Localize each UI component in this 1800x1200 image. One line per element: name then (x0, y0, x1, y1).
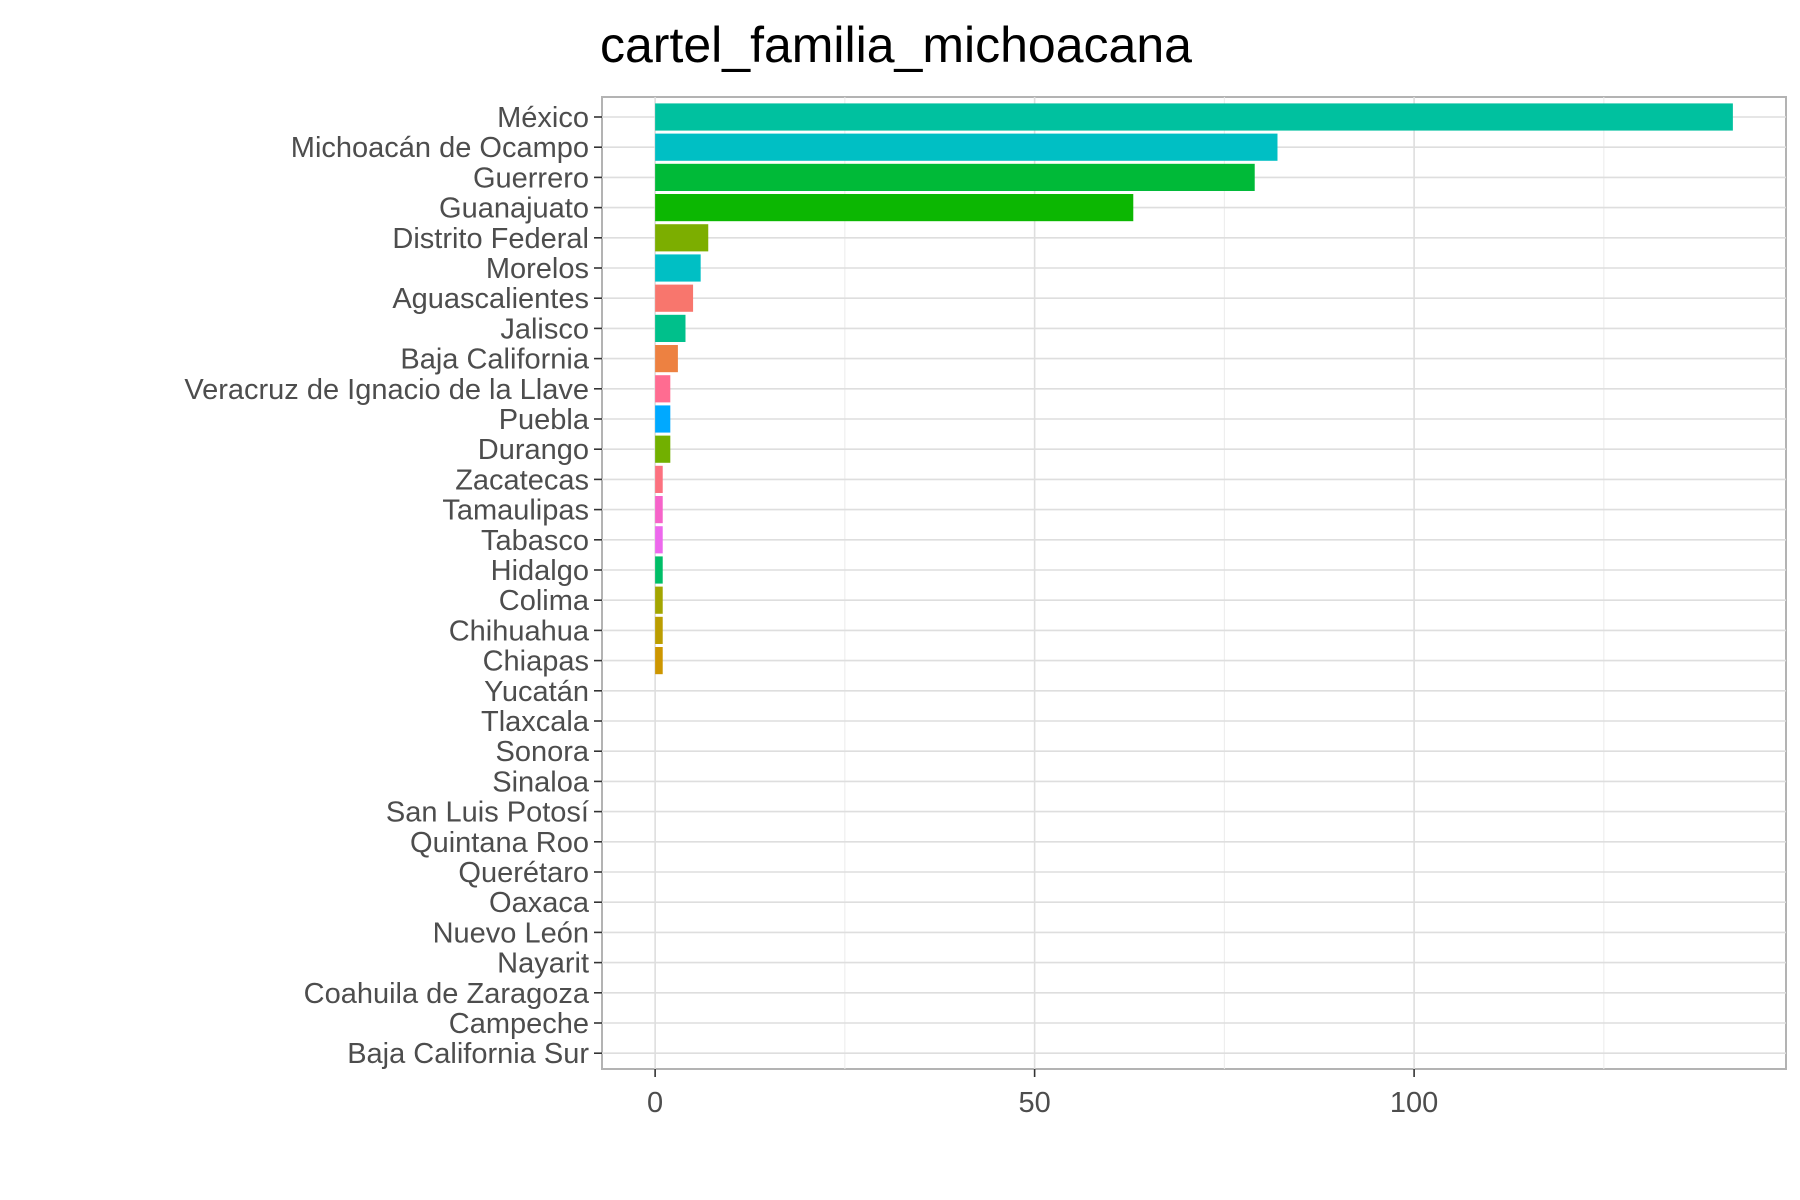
y-tick-label: Chiapas (483, 646, 589, 678)
y-tick-label: San Luis Potosí (386, 797, 589, 829)
bar (655, 103, 1733, 131)
bar (655, 224, 709, 252)
minor-grid (844, 97, 1605, 1069)
bar (655, 465, 663, 493)
bar (655, 556, 663, 584)
x-tick-label: 100 (1390, 1087, 1438, 1119)
y-tick-label: Zacatecas (455, 464, 589, 496)
chart-title: cartel_familia_michoacana (600, 17, 1192, 73)
y-tick-label: Sonora (495, 736, 589, 768)
bar (655, 616, 663, 644)
x-tick-label: 0 (647, 1087, 663, 1119)
y-tick-label: Sinaloa (492, 766, 590, 798)
y-tick-label: Baja California (400, 344, 589, 376)
y-tick-label: Nuevo León (433, 917, 589, 949)
plot-panel (601, 96, 1787, 1070)
y-tick-label: Morelos (486, 253, 589, 285)
y-tick-label: Durango (478, 434, 589, 466)
y-tick-label: Distrito Federal (392, 223, 589, 255)
bar (655, 194, 1134, 222)
y-tick-label: Guanajuato (439, 193, 589, 225)
bar (655, 496, 663, 524)
y-tick-label: Aguascalientes (392, 283, 589, 315)
bar (655, 526, 663, 554)
y-tick-label: Tamaulipas (442, 495, 589, 527)
y-tick-label: Campeche (449, 1008, 589, 1040)
y-tick-label: Quintana Roo (410, 827, 589, 859)
y-tick-label: Colima (499, 585, 590, 617)
x-tick-label: 50 (1018, 1087, 1050, 1119)
bar (655, 405, 671, 433)
bar (655, 133, 1278, 161)
y-tick-label: Tabasco (481, 525, 589, 557)
y-tick-label: Tlaxcala (481, 706, 590, 738)
y-tick-label: Veracruz de Ignacio de la Llave (184, 374, 589, 406)
bar (655, 163, 1255, 191)
bar (655, 375, 671, 403)
y-tick-label: Coahuila de Zaragoza (304, 978, 590, 1010)
x-axis-labels: 0 50 100 (647, 1087, 1438, 1119)
y-tick-label: Guerrero (473, 162, 589, 194)
y-tick-label: Oaxaca (489, 887, 590, 919)
y-tick-label: Chihuahua (449, 615, 590, 647)
major-grid (602, 97, 1786, 1069)
bar (655, 314, 686, 342)
bar (655, 345, 678, 373)
y-axis-ticks (594, 116, 602, 1054)
y-tick-label: México (497, 102, 589, 134)
bar (655, 586, 663, 614)
y-tick-label: Puebla (499, 404, 590, 436)
y-tick-label: Querétaro (458, 857, 589, 889)
bar (655, 647, 663, 675)
y-tick-label: Hidalgo (491, 555, 589, 587)
bar (655, 284, 694, 312)
bar (655, 254, 701, 282)
y-tick-label: Yucatán (484, 676, 589, 708)
y-tick-label: Baja California Sur (347, 1038, 589, 1070)
x-axis-ticks (654, 1069, 1415, 1077)
y-tick-label: Nayarit (497, 948, 589, 980)
bars (655, 103, 1733, 675)
y-tick-label: Jalisco (500, 313, 589, 345)
bar (655, 435, 671, 463)
y-tick-label: Michoacán de Ocampo (291, 132, 589, 164)
